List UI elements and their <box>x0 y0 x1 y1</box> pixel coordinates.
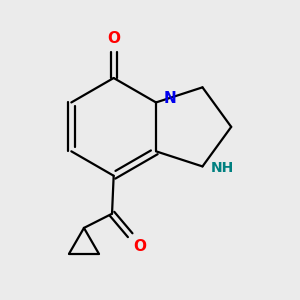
Text: N: N <box>163 91 176 106</box>
Text: O: O <box>107 31 120 46</box>
Text: O: O <box>134 239 146 254</box>
Text: NH: NH <box>211 161 234 175</box>
